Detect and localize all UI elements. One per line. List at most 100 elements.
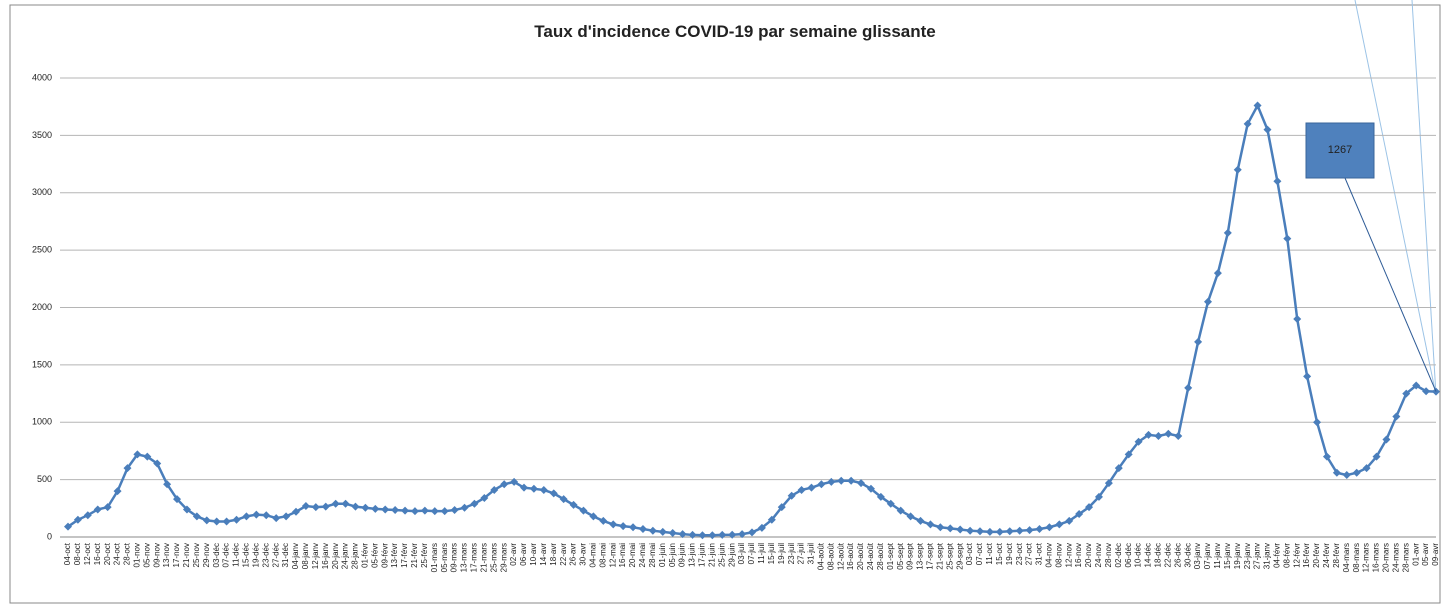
data-point bbox=[1313, 418, 1322, 427]
x-tick-label: 04-nov bbox=[1045, 543, 1054, 567]
data-point bbox=[242, 512, 251, 521]
x-tick-label: 24-août bbox=[866, 542, 875, 570]
data-point bbox=[222, 517, 231, 526]
data-point bbox=[1015, 526, 1024, 535]
data-point bbox=[926, 520, 935, 529]
data-point bbox=[1144, 430, 1153, 439]
data-point bbox=[1303, 372, 1312, 381]
data-point bbox=[282, 512, 291, 521]
x-tick-label: 23-juil bbox=[787, 543, 796, 565]
y-tick-label: 2500 bbox=[32, 245, 52, 255]
x-tick-label: 03-oct bbox=[965, 542, 974, 565]
data-point bbox=[1134, 437, 1143, 446]
data-point bbox=[569, 500, 578, 509]
x-tick-label: 31-janv bbox=[1263, 543, 1272, 569]
data-point bbox=[1233, 165, 1242, 174]
x-tick-label: 27-juil bbox=[797, 543, 806, 565]
data-point bbox=[252, 510, 261, 519]
x-tick-label: 16-oct bbox=[93, 542, 102, 565]
x-tick-label: 26-avr bbox=[569, 543, 578, 566]
data-point bbox=[866, 484, 875, 493]
x-tick-label: 11-déc bbox=[232, 543, 241, 567]
data-point bbox=[539, 485, 548, 494]
x-tick-label: 14-avr bbox=[539, 543, 548, 566]
x-tick-label: 03-juil bbox=[737, 543, 746, 565]
data-point bbox=[64, 522, 72, 531]
x-tick-label: 11-juil bbox=[757, 543, 766, 564]
x-tick-label: 20-oct bbox=[103, 542, 112, 565]
x-tick-label: 04-mai bbox=[589, 543, 598, 568]
data-point bbox=[748, 528, 756, 537]
data-point bbox=[886, 499, 895, 508]
x-tick-label: 07-juil bbox=[747, 543, 756, 565]
data-point bbox=[351, 502, 360, 511]
data-point bbox=[113, 487, 122, 496]
data-point bbox=[876, 492, 885, 501]
data-point bbox=[837, 476, 846, 485]
data-point bbox=[619, 522, 628, 531]
x-tick-label: 29-sept bbox=[955, 542, 964, 569]
x-tick-label: 11-janv bbox=[1213, 543, 1222, 569]
data-point bbox=[182, 505, 191, 514]
x-tick-label: 17-mars bbox=[470, 543, 479, 572]
data-point bbox=[787, 491, 796, 500]
x-tick-label: 27-déc bbox=[271, 543, 280, 567]
x-tick-label: 07-déc bbox=[222, 543, 231, 567]
x-tick-label: 06-avr bbox=[519, 543, 528, 566]
x-tick-label: 01-juin bbox=[658, 543, 667, 567]
data-point bbox=[1174, 432, 1183, 441]
data-point bbox=[807, 483, 816, 492]
data-point bbox=[658, 527, 667, 536]
callout-line bbox=[1354, 0, 1437, 396]
data-point bbox=[202, 516, 211, 525]
x-tick-label: 24-févr bbox=[1322, 543, 1331, 568]
data-point bbox=[73, 515, 82, 524]
x-tick-label: 13-sept bbox=[916, 542, 925, 569]
x-tick-label: 08-févr bbox=[1282, 543, 1291, 568]
data-point bbox=[985, 527, 994, 536]
data-point bbox=[1263, 125, 1272, 134]
x-tick-label: 28-mai bbox=[648, 543, 657, 568]
x-tick-label: 01-nov bbox=[133, 543, 142, 567]
data-point bbox=[817, 480, 826, 489]
data-point bbox=[361, 503, 370, 512]
data-point bbox=[1055, 520, 1064, 529]
x-tick-label: 31-oct bbox=[1035, 542, 1044, 565]
x-tick-label: 03-janv bbox=[1193, 543, 1202, 569]
data-point bbox=[529, 484, 538, 493]
data-point bbox=[1223, 228, 1232, 237]
x-tick-label: 21-juin bbox=[707, 543, 716, 567]
data-point bbox=[1342, 471, 1351, 480]
data-point bbox=[301, 502, 310, 511]
x-tick-label: 12-mars bbox=[1362, 543, 1371, 572]
x-tick-label: 01-avr bbox=[1411, 543, 1420, 566]
y-tick-label: 0 bbox=[47, 531, 52, 541]
data-point bbox=[777, 503, 786, 512]
x-tick-label: 10-avr bbox=[529, 543, 538, 566]
x-tick-label: 23-déc bbox=[261, 543, 270, 567]
x-tick-label: 05-sept bbox=[896, 542, 905, 569]
x-tick-label: 25-sept bbox=[945, 542, 954, 569]
data-point bbox=[936, 523, 945, 532]
x-tick-label: 11-oct bbox=[985, 542, 994, 564]
data-point bbox=[391, 506, 400, 515]
x-tick-label: 18-déc bbox=[1154, 543, 1163, 567]
data-point bbox=[331, 499, 340, 508]
data-point bbox=[232, 515, 241, 524]
x-tick-label: 06-déc bbox=[1124, 543, 1133, 567]
x-tick-label: 13-juin bbox=[688, 543, 697, 567]
data-point bbox=[728, 530, 737, 539]
data-point bbox=[341, 499, 350, 508]
x-tick-label: 12-janv bbox=[311, 543, 320, 569]
data-point bbox=[1362, 464, 1371, 473]
x-tick-label: 19-oct bbox=[1005, 542, 1014, 565]
x-tick-label: 25-juin bbox=[717, 543, 726, 567]
data-point bbox=[1253, 101, 1262, 110]
data-point bbox=[153, 459, 162, 468]
data-point bbox=[430, 507, 439, 516]
x-tick-label: 08-mars bbox=[1352, 543, 1361, 572]
callout-line bbox=[1411, 0, 1437, 396]
x-tick-label: 16-août bbox=[846, 542, 855, 570]
